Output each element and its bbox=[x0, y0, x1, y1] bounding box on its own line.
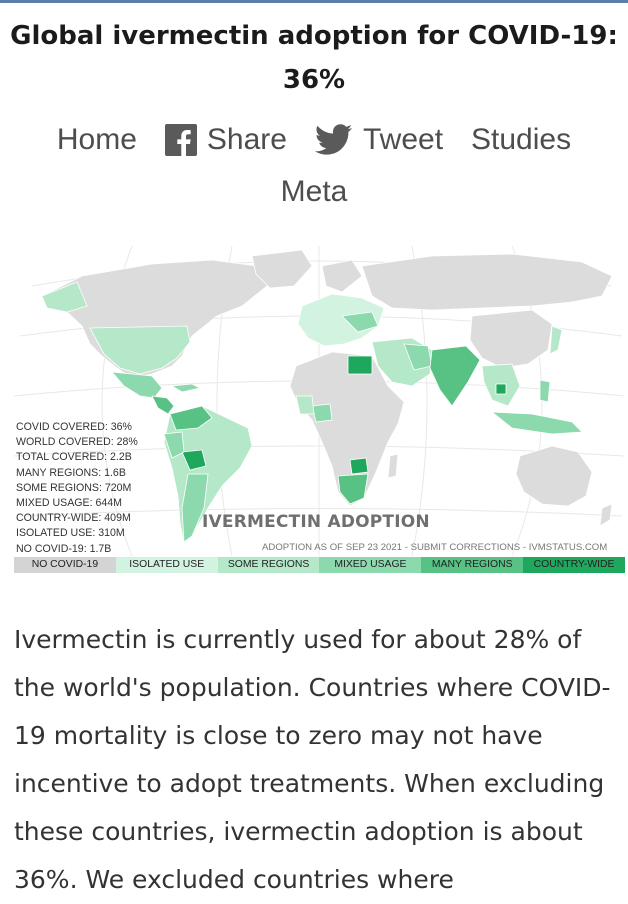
west-africa-shape bbox=[295, 395, 315, 415]
japan-shape bbox=[549, 325, 563, 355]
eastern-europe-shape bbox=[341, 311, 379, 333]
argentina-shape bbox=[181, 473, 209, 543]
egypt-shape bbox=[347, 355, 373, 375]
legend-no-covid: NO COVID-19 bbox=[14, 557, 116, 573]
nav-bar: Home Share Tweet Studies Meta bbox=[0, 114, 628, 218]
nav-studies-link[interactable]: Studies bbox=[471, 114, 571, 166]
colombia-venezuela-shape bbox=[169, 405, 213, 431]
adoption-map bbox=[12, 245, 626, 576]
coverage-stats: COVID COVERED: 36% WORLD COVERED: 28% TO… bbox=[16, 420, 138, 557]
alaska-shape bbox=[41, 281, 88, 313]
europe-shape bbox=[297, 293, 385, 347]
nav-meta-label: Meta bbox=[280, 175, 348, 208]
map-legend: NO COVID-19 ISOLATED USE SOME REGIONS MI… bbox=[14, 557, 625, 573]
madagascar-shape bbox=[387, 453, 399, 479]
stat-no-covid: NO COVID-19: 1.7B bbox=[16, 542, 112, 555]
article-paragraph: Ivermectin is currently used for about 2… bbox=[14, 625, 611, 894]
philippines-shape bbox=[539, 379, 551, 403]
zimbabwe-shape bbox=[349, 457, 369, 475]
map-heading: IVERMECTIN ADOPTION bbox=[202, 512, 430, 532]
usa-shape bbox=[89, 325, 191, 375]
nigeria-shape bbox=[311, 403, 333, 423]
legend-many-regions: MANY REGIONS bbox=[421, 557, 524, 573]
nav-tweet-link[interactable]: Tweet bbox=[314, 114, 444, 166]
scandinavia-shape bbox=[321, 259, 363, 293]
stat-mixed-usage: MIXED USAGE: 644M bbox=[16, 497, 122, 510]
peru-shape bbox=[163, 431, 185, 459]
stat-isolated-use: ISOLATED USE: 310M bbox=[16, 527, 125, 540]
stat-total-covered: TOTAL COVERED: 2.2B bbox=[16, 451, 132, 464]
legend-some-regions: SOME REGIONS bbox=[217, 557, 320, 573]
cambodia-shape bbox=[495, 383, 507, 395]
china-shape bbox=[469, 309, 553, 369]
twitter-bird-icon bbox=[314, 124, 352, 155]
nav-meta-link[interactable]: Meta bbox=[281, 166, 348, 218]
map-subheading: ADOPTION AS OF SEP 23 2021 - SUBMIT CORR… bbox=[262, 542, 608, 553]
legend-country-wide: COUNTRY-WIDE bbox=[523, 557, 625, 573]
south-africa-shape bbox=[337, 473, 369, 505]
india-shape bbox=[429, 345, 481, 407]
greenland-shape bbox=[251, 249, 313, 289]
nav-tweet-label: Tweet bbox=[362, 123, 444, 156]
bolivia-shape bbox=[181, 449, 207, 471]
stat-world-covered: WORLD COVERED: 28% bbox=[16, 436, 138, 449]
north-america-shape bbox=[41, 259, 273, 379]
nav-home-link[interactable]: Home bbox=[57, 114, 137, 166]
stat-country-wide: COUNTRY-WIDE: 409M bbox=[16, 512, 131, 525]
page-title: Global ivermectin adoption for COVID-19:… bbox=[10, 21, 618, 95]
russia-shape bbox=[361, 253, 613, 311]
nav-studies-label: Studies bbox=[471, 123, 572, 156]
legend-mixed-usage: MIXED USAGE bbox=[319, 557, 422, 573]
stat-covid-covered: COVID COVERED: 36% bbox=[16, 421, 132, 433]
stat-many-regions: MANY REGIONS: 1.6B bbox=[16, 466, 126, 479]
facebook-icon bbox=[164, 124, 197, 156]
new-zealand-shape bbox=[599, 503, 613, 527]
nav-home-label: Home bbox=[56, 123, 137, 156]
australia-shape bbox=[515, 445, 593, 507]
mexico-shape bbox=[111, 371, 163, 399]
nav-share-label: Share bbox=[206, 123, 287, 156]
indonesia-shape bbox=[490, 411, 583, 435]
central-america-shape bbox=[151, 395, 175, 415]
nav-share-link[interactable]: Share bbox=[164, 114, 287, 166]
world-map-graphic bbox=[13, 245, 625, 557]
caribbean-shape bbox=[170, 383, 202, 393]
legend-isolated-use: ISOLATED USE bbox=[115, 557, 218, 573]
stat-some-regions: SOME REGIONS: 720M bbox=[16, 481, 132, 494]
top-accent-line bbox=[0, 0, 628, 3]
